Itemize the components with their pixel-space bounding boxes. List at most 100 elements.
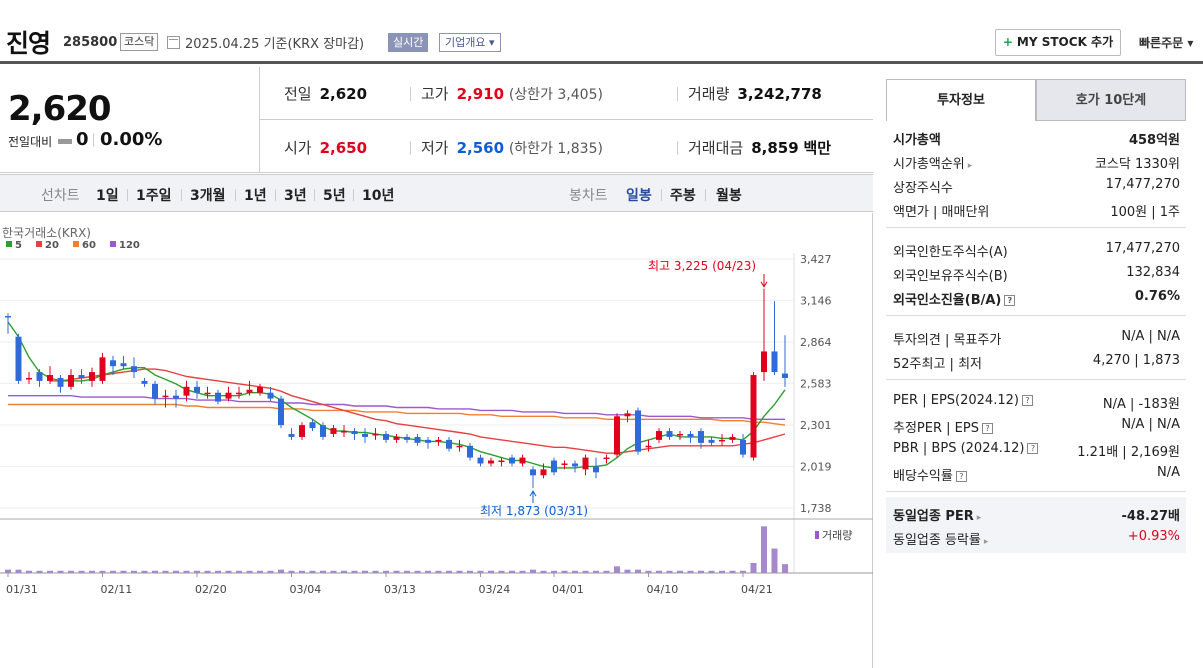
candle-body [236,392,242,395]
volume-bar [414,570,421,573]
volume-bar [467,570,473,573]
volume-bar [572,570,578,573]
x-tick-label: 04/21 [741,583,773,596]
ma-line-ma20 [50,368,786,454]
volume: 거래량 3,242,778 [688,83,822,104]
volume-bar [131,570,137,573]
diff-label: 전일대비 [8,135,53,149]
volume-bar [498,570,505,573]
volume-bar [236,570,242,573]
quick-order-dropdown[interactable]: 빠른주문 ▾ [1139,36,1194,50]
info-row-value: +0.93% [1127,529,1180,544]
open-value: 2,650 [319,139,368,157]
info-row[interactable]: PBR | BPS (2024.12)? 1.21배 | 2,169원 [893,441,1180,461]
candle-body [750,375,757,458]
info-row[interactable]: 동일업종 등락률 ▸ +0.93% [893,529,1180,549]
diff-percent: 0.00% [100,129,163,150]
divider [235,189,236,201]
x-tick-label: 03/04 [290,583,322,596]
volume-bar [351,570,358,573]
volume-bar [299,570,305,573]
y-tick-label: 2,301 [800,419,832,432]
volume-bar [89,570,95,573]
chart-grid [0,253,873,574]
volume-bar [446,570,452,573]
moving-averages [7,321,786,469]
candle-body [383,433,389,440]
candle-body [26,377,32,380]
info-row[interactable]: 동일업종 PER ▸ -48.27배 [893,505,1180,525]
period-10y[interactable]: 10년 [362,188,395,204]
chevron-right-icon: ▸ [983,537,989,547]
info-row-label: 동일업종 등락률 ▸ [893,533,989,548]
candle-body [215,392,221,402]
volume-bar [729,570,736,573]
candle-body [614,416,620,455]
candle-monthly[interactable]: 월봉 [716,188,742,204]
x-tick-label: 04/01 [552,583,584,596]
info-row[interactable]: 추정PER | EPS? N/A | N/A [893,417,1180,437]
chart-axis: 3,427 3,146 2,864 2,583 2,301 2,019 1,738 01/31… [6,253,832,596]
candle-body [372,433,379,436]
period-3y[interactable]: 3년 [284,188,307,204]
volume-bar [36,570,43,573]
info-row-label: 투자의견 | 목표주가 [893,333,1002,348]
chevron-right-icon: ▸ [967,161,973,171]
candle-body [593,466,599,473]
legend-label: 60 [82,240,96,251]
candle-body [435,439,442,442]
help-icon[interactable]: ? [1027,443,1039,454]
tab-invest-info[interactable]: 투자정보 [886,79,1036,121]
volume-bar [141,570,148,573]
volume-bar [267,570,274,573]
volume-bar [698,570,704,573]
volume-label: 거래량 [688,85,730,103]
candle-body [246,389,253,393]
x-tick-label: 02/11 [101,583,133,596]
candle-daily[interactable]: 일봉 [626,188,652,204]
volume-bar [288,570,295,573]
info-row-value: 132,834 [1126,265,1180,280]
period-5y[interactable]: 5년 [323,188,346,204]
volume-legend-swatch [815,531,819,539]
add-my-stock-button[interactable]: + MY STOCK 추가 [995,29,1121,56]
volume-bar [330,570,337,573]
info-row[interactable]: 외국인소진율(B/A)? 0.76% [893,289,1180,309]
info-row[interactable]: PER | EPS(2024.12)? N/A | -183원 [893,393,1180,413]
info-row: 투자의견 | 목표주가 N/A | N/A [893,329,1180,349]
info-row[interactable]: 시가총액순위 ▸ 코스닥 1330위 [893,153,1180,173]
period-1y[interactable]: 1년 [244,188,267,204]
help-icon[interactable]: ? [1021,395,1033,406]
period-1d[interactable]: 1일 [96,188,119,204]
divider [314,189,315,201]
candle-body [782,373,788,378]
period-3m[interactable]: 3개월 [190,188,226,204]
info-row: 시가총액 458억원 [893,129,1180,149]
volume-bar [341,570,347,573]
candle-weekly[interactable]: 주봉 [670,188,696,204]
info-row[interactable]: 배당수익률? N/A [893,465,1180,485]
info-row-label: 52주최고 | 최저 [893,357,982,372]
info-row-label: PER | EPS(2024.12)? [893,393,1033,408]
volume-bar [771,548,778,573]
realtime-button[interactable]: 실시간 [388,33,429,52]
volume-bar [309,570,316,573]
candle-body [141,380,148,384]
candle-body [47,375,53,381]
info-row-value: 100원 | 1주 [1110,205,1180,220]
info-row-value: N/A | N/A [1121,417,1180,432]
tab-orderbook-10[interactable]: 호가 10단계 [1036,79,1186,121]
period-1w[interactable]: 1주일 [136,188,172,204]
help-icon[interactable]: ? [1004,295,1016,306]
candle-body [309,422,316,429]
candle-body [68,375,74,387]
volume-bar [509,570,515,573]
divider [886,315,1186,316]
company-overview-dropdown[interactable]: 기업개요 ▾ [439,33,501,52]
candles [5,288,788,489]
candle-body [561,463,568,465]
volume-bar [456,570,463,573]
help-icon[interactable]: ? [981,423,993,434]
volume-bar [740,570,746,573]
help-icon[interactable]: ? [955,471,967,482]
